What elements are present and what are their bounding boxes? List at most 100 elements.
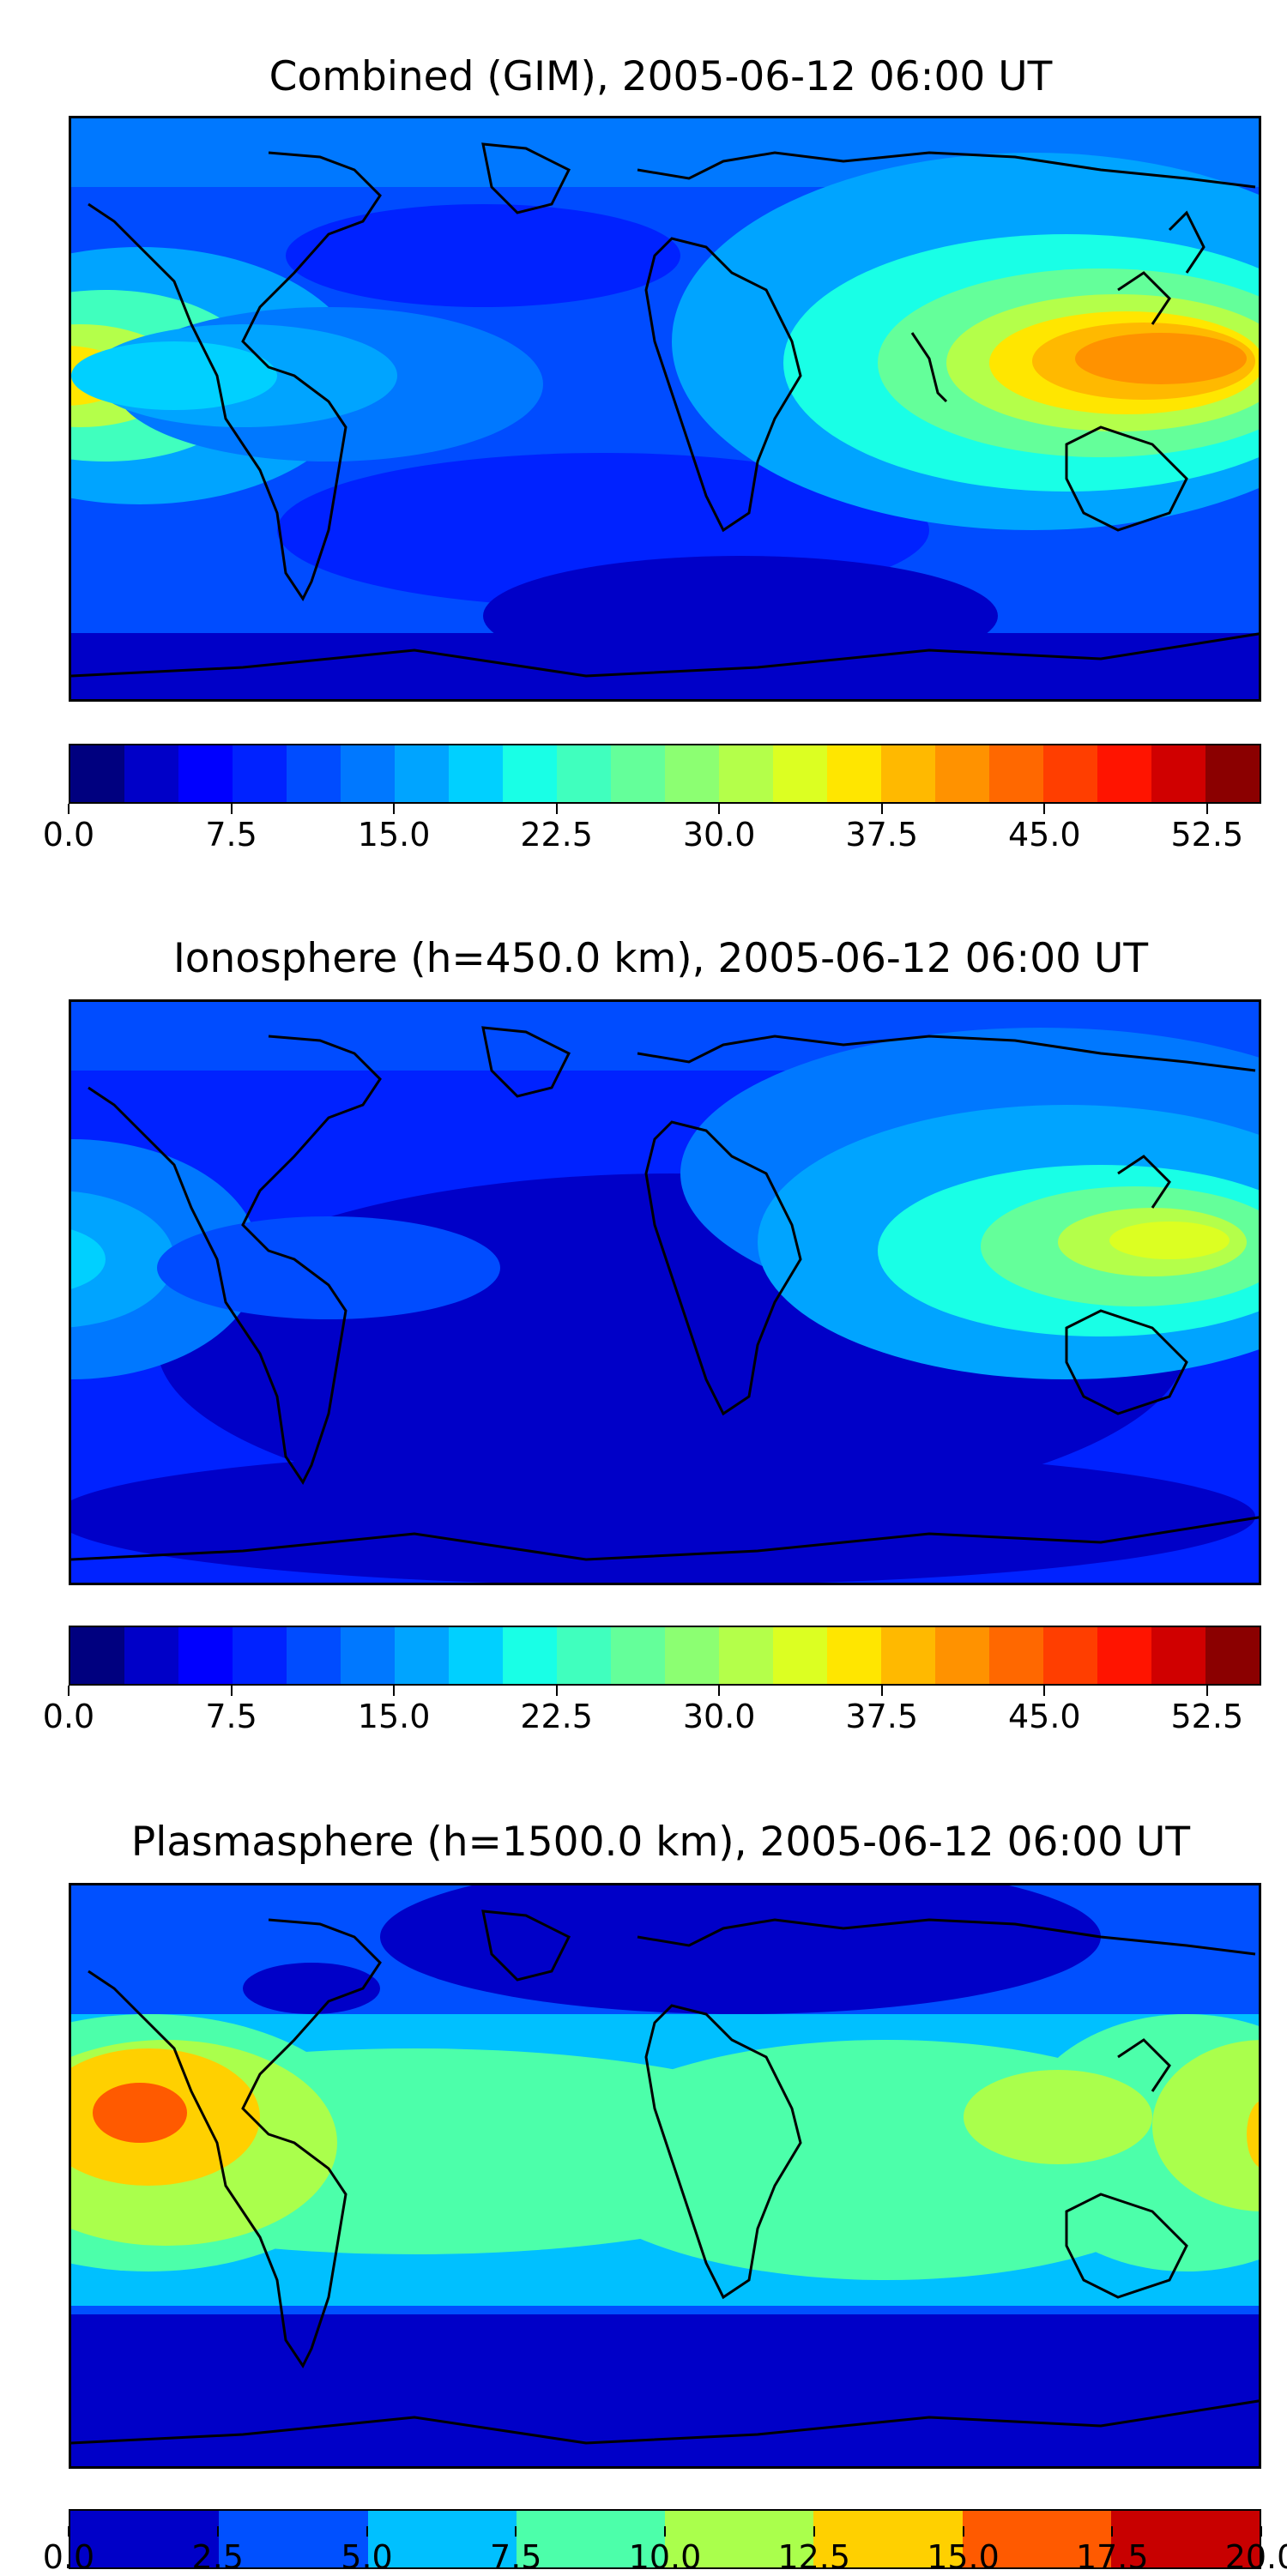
colorbar-swatch	[1043, 745, 1097, 802]
colorbar-swatch	[70, 2511, 220, 2567]
colorbar-swatch	[178, 745, 233, 802]
colorbar-tick-label: 52.5	[1170, 816, 1244, 854]
colorbar-tick-label: 45.0	[1007, 816, 1081, 854]
coastlines	[71, 142, 1259, 678]
map-ionosphere-svg	[71, 1002, 1259, 1583]
colorbar-tick-label: 7.5	[205, 816, 257, 854]
colorbar-swatch	[219, 2511, 368, 2567]
colorbar-tick-mark	[216, 2526, 219, 2537]
colorbar-tick-mark	[1043, 1686, 1046, 1696]
colorbar-swatch	[1110, 2511, 1260, 2567]
colorbar-swatch	[611, 1627, 665, 1684]
colorbar-swatch	[935, 1627, 989, 1684]
colorbar-tick-mark	[880, 1686, 883, 1696]
colorbar-swatch	[665, 2511, 814, 2567]
colorbar-tick-label: 7.5	[205, 1698, 257, 1735]
colorbar-tick-label: 20.0	[1224, 2538, 1287, 2576]
colorbar-swatch	[1097, 745, 1151, 802]
colorbar-swatch	[178, 1627, 233, 1684]
colorbar-ionosphere	[69, 1626, 1261, 1686]
colorbar-tick-mark	[880, 804, 883, 814]
colorbar-tick-label: 12.5	[777, 2538, 851, 2576]
colorbar-tick-label: 0.0	[42, 1698, 95, 1735]
map-combined	[69, 116, 1261, 702]
colorbar-swatch	[341, 1627, 395, 1684]
colorbar-swatch	[719, 745, 773, 802]
colorbar-tick-mark	[718, 1686, 721, 1696]
colorbar-tick-mark	[515, 2526, 517, 2537]
colorbar-tick-label: 52.5	[1170, 1698, 1244, 1735]
map-plasmasphere	[69, 1883, 1261, 2469]
colorbar-swatch	[503, 745, 557, 802]
colorbar-tick-label: 0.0	[42, 2538, 95, 2576]
colorbar-tick-label: 30.0	[682, 1698, 756, 1735]
panel-title-combined: Combined (GIM), 2005-06-12 06:00 UT	[269, 53, 1053, 100]
colorbar-tick-mark	[230, 1686, 233, 1696]
colorbar-tick-label: 7.5	[490, 2538, 542, 2576]
colorbar-tick-mark	[68, 2526, 69, 2537]
colorbar-swatch	[233, 1627, 287, 1684]
colorbar-swatch	[557, 745, 611, 802]
colorbar-swatch	[1151, 745, 1205, 802]
colorbar-swatch	[1205, 1627, 1260, 1684]
colorbar-swatch	[1151, 1627, 1205, 1684]
colorbar-tick-label: 15.0	[927, 2538, 1000, 2576]
colorbar-tick-mark	[962, 2526, 964, 2537]
colorbar-swatch	[1043, 1627, 1097, 1684]
colorbar-swatch	[395, 1627, 449, 1684]
colorbar-ticks-combined: 0.0 7.5 15.0 22.5 30.0 37.5 45.0 52.5	[43, 804, 1261, 854]
colorbar-combined	[69, 744, 1261, 804]
colorbar-plasmasphere	[69, 2509, 1261, 2569]
colorbar-swatch	[827, 1627, 881, 1684]
colorbar-tick-label: 17.5	[1075, 2538, 1149, 2576]
colorbar-swatch	[124, 745, 178, 802]
colorbar-ticks-plasmasphere: 0.0 2.5 5.0 7.5 10.0 12.5 15.0 17.5 20.0	[43, 2526, 1287, 2576]
colorbar-swatch	[341, 745, 395, 802]
colorbar-tick-label: 22.5	[520, 1698, 593, 1735]
colorbar-swatch	[1097, 1627, 1151, 1684]
colorbar-tick-mark	[1043, 804, 1046, 814]
colorbar-tick-label: 15.0	[357, 1698, 431, 1735]
colorbar-tick-label: 2.5	[191, 2538, 244, 2576]
colorbar-ticks-ionosphere: 0.0 7.5 15.0 22.5 30.0 37.5 45.0 52.5	[43, 1686, 1261, 1735]
colorbar-swatch	[881, 1627, 935, 1684]
colorbar-swatch	[813, 2511, 963, 2567]
colorbar-tick-mark	[68, 804, 69, 814]
map-ionosphere	[69, 999, 1261, 1585]
colorbar-tick-mark	[1205, 804, 1208, 814]
colorbar-tick-mark	[555, 1686, 558, 1696]
colorbar-tick-label: 45.0	[1007, 1698, 1081, 1735]
colorbar-tick-mark	[393, 1686, 396, 1696]
colorbar-tick-mark	[366, 2526, 368, 2537]
colorbar-swatch	[70, 745, 124, 802]
colorbar-swatch	[367, 2511, 517, 2567]
colorbar-tick-label: 15.0	[357, 816, 431, 854]
colorbar-swatch	[611, 745, 665, 802]
colorbar-tick-label: 0.0	[42, 816, 95, 854]
colorbar-tick-label: 30.0	[682, 816, 756, 854]
colorbar-tick-mark	[718, 804, 721, 814]
colorbar-tick-mark	[1111, 2526, 1114, 2537]
colorbar-tick-mark	[1260, 2526, 1262, 2537]
panel-title-plasmasphere: Plasmasphere (h=1500.0 km), 2005-06-12 0…	[130, 1819, 1191, 1866]
coastlines	[71, 1026, 1259, 1561]
colorbar-swatch	[773, 745, 827, 802]
colorbar-swatch	[989, 1627, 1043, 1684]
colorbar-tick-label: 10.0	[628, 2538, 702, 2576]
colorbar-tick-mark	[555, 804, 558, 814]
colorbar-swatch	[665, 745, 719, 802]
colorbar-tick-label: 5.0	[341, 2538, 393, 2576]
colorbar-tick-mark	[230, 804, 233, 814]
colorbar-swatch	[1205, 745, 1260, 802]
colorbar-tick-label: 22.5	[520, 816, 593, 854]
map-plasmasphere-svg	[71, 1885, 1259, 2466]
colorbar-tick-mark	[393, 804, 396, 814]
colorbar-swatch	[665, 1627, 719, 1684]
colorbar-swatch	[287, 1627, 341, 1684]
colorbar-swatch	[395, 745, 449, 802]
map-combined-svg	[71, 118, 1259, 699]
colorbar-swatch	[773, 1627, 827, 1684]
colorbar-tick-label: 37.5	[845, 1698, 919, 1735]
colorbar-swatch	[124, 1627, 178, 1684]
colorbar-tick-mark	[68, 1686, 69, 1696]
